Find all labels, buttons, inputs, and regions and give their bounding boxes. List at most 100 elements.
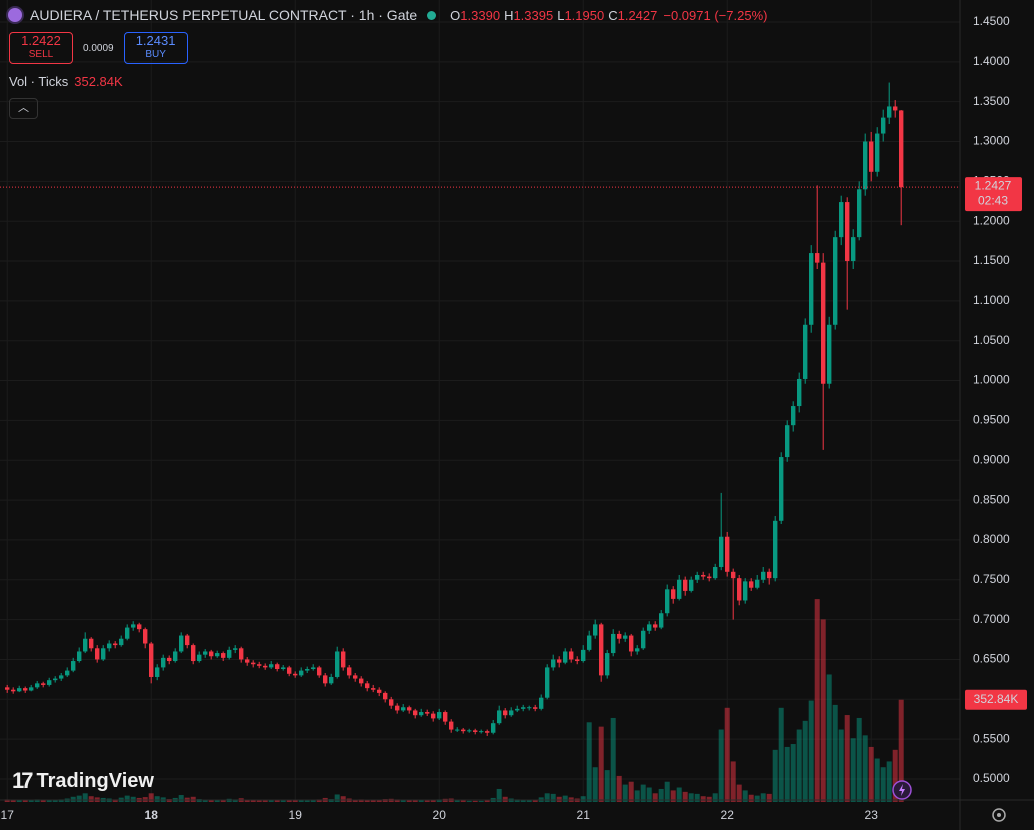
candle-body	[677, 579, 682, 599]
candle-body	[725, 536, 730, 572]
volume-bar	[358, 799, 364, 802]
candle-body	[755, 579, 760, 588]
candle-body	[515, 708, 520, 711]
volume-bar	[340, 796, 346, 802]
volume-bar	[880, 767, 886, 802]
volume-bar	[676, 787, 682, 802]
candle-body	[245, 659, 250, 663]
candle-body	[491, 723, 496, 733]
candle-body	[545, 667, 550, 698]
collapse-button[interactable]: ︿	[9, 98, 38, 119]
candle-body	[869, 141, 874, 172]
y-tick-label: 0.8000	[973, 532, 1010, 546]
buy-button[interactable]: 1.2431 BUY	[123, 32, 188, 64]
sell-button[interactable]: 1.2422 SELL	[9, 32, 73, 64]
volume-bar	[484, 800, 490, 802]
volume-bar	[208, 799, 214, 802]
candle-body	[707, 576, 712, 579]
market-status	[427, 10, 437, 20]
candle-body	[167, 657, 172, 662]
x-tick-label: 21	[577, 808, 591, 822]
volume-bar	[688, 793, 694, 802]
candle-body	[743, 581, 748, 601]
volume-bar	[298, 799, 304, 802]
candle-body	[311, 667, 316, 670]
candle-body	[401, 707, 406, 711]
volume-bar	[610, 717, 616, 802]
candle-body	[461, 729, 466, 732]
volume-bar	[766, 793, 772, 802]
volume-bar	[562, 795, 568, 802]
candle-body	[101, 648, 106, 660]
volume-bar	[604, 770, 610, 802]
volume-bar	[694, 793, 700, 802]
volume-bar	[814, 599, 820, 802]
candle-body	[293, 673, 298, 676]
candle-body	[485, 731, 490, 733]
candle-body	[737, 578, 742, 601]
candle-body	[875, 133, 880, 172]
candle-body	[269, 664, 274, 668]
x-tick-label: 23	[865, 808, 879, 822]
candle-body	[779, 457, 784, 521]
volume-bar	[580, 796, 586, 802]
buy-label: BUY	[145, 49, 166, 60]
candle-body	[215, 653, 220, 657]
y-tick-label: 1.3500	[973, 94, 1010, 108]
volume-bar	[214, 800, 220, 802]
trade-panel: 1.2422 SELL 0.0009 1.2431 BUY	[9, 32, 188, 64]
volume-bar	[148, 793, 154, 802]
settings-icon[interactable]	[992, 808, 1006, 822]
candle-body	[257, 664, 262, 666]
volume-bar	[556, 796, 562, 802]
candle-body	[605, 653, 610, 676]
volume-bar	[790, 744, 796, 802]
volume-legend-value: 352.84K	[74, 74, 123, 89]
y-tick-label: 0.6500	[973, 652, 1010, 666]
candle-body	[305, 669, 310, 671]
candle-body	[341, 651, 346, 668]
candle-body	[389, 699, 394, 706]
volume-bar	[874, 758, 880, 802]
volume-legend-label[interactable]: Vol · Ticks	[9, 74, 69, 89]
candle-body	[833, 237, 838, 325]
volume-bar	[34, 799, 40, 802]
volume-bar	[664, 781, 670, 802]
volume-bar	[586, 722, 592, 802]
volume-bar	[412, 799, 418, 802]
volume-bar	[892, 749, 898, 802]
candle-body	[473, 730, 478, 732]
volume-bar	[280, 800, 286, 802]
candle-body	[623, 635, 628, 639]
ohlc-key: O	[450, 7, 461, 23]
ohlc-value: 1.2427	[617, 7, 658, 23]
volume-bar	[634, 790, 640, 802]
volume-bar	[502, 796, 508, 802]
candle-body	[41, 683, 46, 685]
volume-bar	[796, 729, 802, 802]
candle-body	[371, 688, 376, 690]
volume-bar	[82, 793, 88, 802]
volume-bar	[718, 729, 724, 802]
candle-body	[635, 648, 640, 652]
candle-body	[53, 678, 58, 681]
candle-body	[407, 707, 412, 711]
candle-body	[395, 705, 400, 711]
candle-body	[749, 581, 754, 588]
volume-bar	[304, 800, 310, 802]
candle-body	[425, 712, 430, 714]
volume-bar	[190, 796, 196, 802]
volume-bar	[460, 800, 466, 802]
candle-body	[509, 710, 514, 716]
volume-bar	[628, 781, 634, 802]
candle-body	[821, 262, 826, 384]
volume-bar	[310, 800, 316, 802]
candle-body	[419, 712, 424, 716]
volume-bar	[520, 799, 526, 802]
symbol-title[interactable]: AUDIERA / TETHERUS PERPETUAL CONTRACT · …	[30, 7, 418, 23]
volume-bar	[220, 799, 226, 802]
candle-body	[329, 676, 334, 684]
candle-body	[347, 667, 352, 676]
candle-body	[59, 675, 64, 679]
volume-bar	[772, 749, 778, 802]
